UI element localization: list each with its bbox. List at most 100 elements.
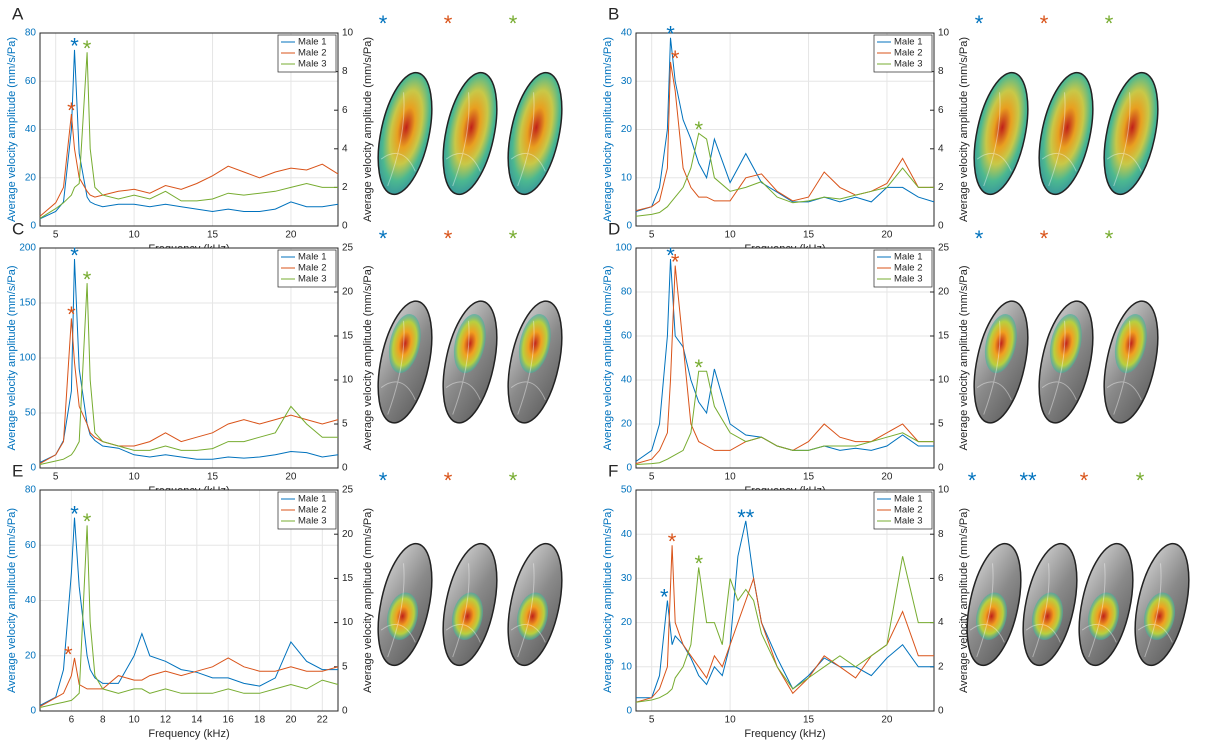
wing-label: * [444, 468, 453, 493]
series-line [635, 258, 934, 462]
wing-label: * [379, 468, 388, 493]
legend-label: Male 3 [298, 274, 327, 285]
wing-label: * [444, 226, 453, 251]
wing-hotspot [452, 592, 484, 640]
x-tick-label: 10 [725, 472, 737, 483]
y-tick-label: 60 [621, 331, 633, 342]
x-tick-label: 5 [649, 472, 655, 483]
wing [1078, 542, 1134, 667]
wing-label: * [1040, 226, 1049, 251]
series-line [636, 520, 934, 699]
wing-vein [969, 563, 1005, 658]
x-axis-title: Frequency (kHz) [744, 728, 825, 740]
y2-tick-label: 0 [938, 706, 944, 717]
series-line [635, 556, 934, 703]
legend-label: Male 2 [298, 48, 327, 59]
legend-label: Male 1 [298, 494, 327, 505]
legend-label: Male 3 [894, 516, 923, 527]
y-tick-label: 40 [25, 595, 37, 606]
peak-marker: * [83, 509, 92, 534]
y2-tick-label: 10 [342, 28, 354, 39]
wing-vein [1081, 563, 1117, 658]
legend-label: Male 3 [298, 516, 327, 527]
y-tick-label: 80 [621, 287, 633, 298]
peak-marker: * [666, 22, 675, 47]
y2-tick-label: 4 [342, 143, 348, 154]
peak-marker: * [671, 46, 680, 71]
wing-shape [973, 71, 1029, 196]
legend-label: Male 1 [298, 37, 327, 48]
wing-label: * [509, 468, 518, 493]
y-axis-title: Average velocity amplitude (mm/s/Pa) [6, 508, 18, 693]
wing [377, 71, 433, 196]
y2-tick-label: 10 [938, 375, 950, 386]
wing-label: * [509, 11, 518, 36]
y-tick-label: 0 [30, 706, 36, 717]
x-tick-label: 5 [649, 230, 655, 241]
x-tick-label: 10 [129, 472, 141, 483]
wing-label: * [1105, 226, 1114, 251]
peak-marker: * [70, 501, 79, 526]
wing [507, 71, 563, 196]
x-tick-label: 5 [53, 472, 59, 483]
panel-label: D [608, 219, 620, 238]
y2-tick-label: 10 [342, 617, 354, 628]
series-line [39, 318, 339, 465]
y-tick-label: 50 [621, 485, 633, 496]
wing [1038, 300, 1094, 424]
x-tick-label: 12 [160, 715, 172, 726]
plot-frame [635, 247, 935, 469]
wing-vein [445, 563, 481, 658]
wing-label: * [444, 11, 453, 36]
wing-shape [442, 71, 498, 196]
y2-tick-label: 0 [342, 221, 348, 232]
y2-tick-label: 2 [938, 661, 944, 672]
wing-vein [445, 320, 481, 415]
series-line [39, 114, 339, 217]
legend-label: Male 1 [894, 37, 923, 48]
wing [377, 542, 433, 667]
y-tick-label: 80 [25, 28, 37, 39]
series-line [635, 370, 934, 465]
peak-marker: * [70, 34, 79, 59]
y-tick-label: 20 [25, 650, 37, 661]
peak-marker: * [67, 302, 76, 327]
wing [966, 542, 1022, 667]
legend-label: Male 2 [894, 48, 923, 59]
wing-label: * [968, 468, 977, 493]
wing-vein [1106, 92, 1142, 187]
wing-vein [380, 92, 416, 187]
y2-axis-title: Average velocity amplitude (mm/s/Pa) [958, 265, 970, 450]
panel-label: A [12, 4, 24, 23]
plot-frame [39, 247, 339, 469]
wing [1038, 71, 1094, 196]
series-line [635, 132, 934, 217]
y-tick-label: 0 [626, 463, 632, 474]
y-axis-title: Average velocity amplitude (mm/s/Pa) [6, 265, 18, 450]
x-tick-label: 10 [725, 715, 737, 726]
legend-label: Male 3 [894, 59, 923, 70]
wing-hotspot [984, 314, 1017, 374]
legend-label: Male 2 [894, 263, 923, 274]
wing-label: * [509, 226, 518, 251]
panel-label: F [608, 461, 618, 480]
wing [1103, 300, 1159, 424]
peak-marker: * [666, 243, 675, 268]
peak-marker: ** [737, 505, 755, 530]
y2-tick-label: 25 [938, 243, 950, 254]
wing-vein [1025, 563, 1061, 658]
plot-frame [635, 32, 935, 227]
y2-tick-label: 5 [938, 419, 944, 430]
y2-tick-label: 20 [938, 287, 950, 298]
wing-hotspot [517, 592, 549, 640]
wing [507, 300, 563, 424]
y-tick-label: 10 [621, 661, 633, 672]
wing-hotspot [388, 314, 421, 374]
wing-vein [976, 320, 1012, 415]
wing-vein [380, 563, 416, 658]
series-line [39, 49, 339, 220]
x-tick-label: 15 [803, 715, 815, 726]
plot-frame [39, 489, 339, 712]
y2-axis-title: Average velocity amplitude (mm/s/Pa) [362, 37, 374, 222]
